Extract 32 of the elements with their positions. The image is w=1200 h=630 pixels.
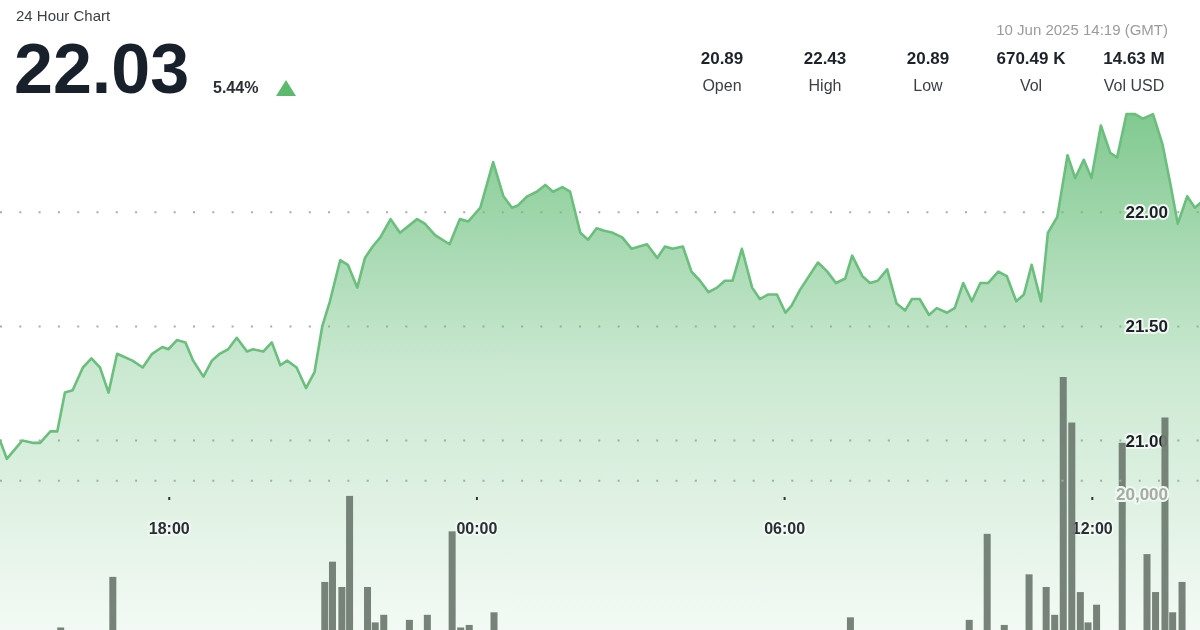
annotation: Vol USD — [1103, 77, 1165, 94]
annotation: 670.49 K — [996, 49, 1067, 68]
bar — [1000, 624, 1008, 630]
y-tick-label: 21.50 — [1125, 316, 1168, 336]
bar — [405, 619, 413, 630]
annotation: 20.89 — [700, 49, 744, 68]
x-tick-label: 00:00 — [456, 520, 498, 537]
bar — [490, 612, 498, 630]
bar — [1178, 581, 1186, 630]
x-tick-label: 06:00 — [764, 520, 806, 537]
annotation: 20.89 — [906, 49, 950, 68]
bar — [965, 619, 973, 630]
annotation: Open — [702, 77, 742, 94]
text: 10 Jun 2025 14:19 (GMT) — [996, 21, 1168, 38]
annotation: High — [808, 77, 842, 94]
annotation: 5.44% — [213, 79, 259, 96]
annotation: Vol — [1019, 77, 1043, 94]
bar — [846, 617, 854, 630]
x-tick-label: 18:00 — [148, 520, 190, 537]
annotation: 22.03 — [14, 30, 190, 108]
bar — [983, 533, 991, 630]
bar — [423, 614, 431, 630]
y-tick-label: 21.00 — [1125, 431, 1168, 451]
text: 24 Hour Chart — [16, 7, 112, 24]
bar — [57, 627, 65, 630]
annotation: 22.43 — [803, 49, 847, 68]
annotation: Low — [913, 77, 944, 94]
bar — [465, 624, 473, 630]
bar — [1025, 574, 1033, 630]
bar — [109, 576, 117, 630]
annotation: 14.63 M — [1103, 49, 1165, 68]
y-tick-label: 22.00 — [1125, 202, 1168, 222]
